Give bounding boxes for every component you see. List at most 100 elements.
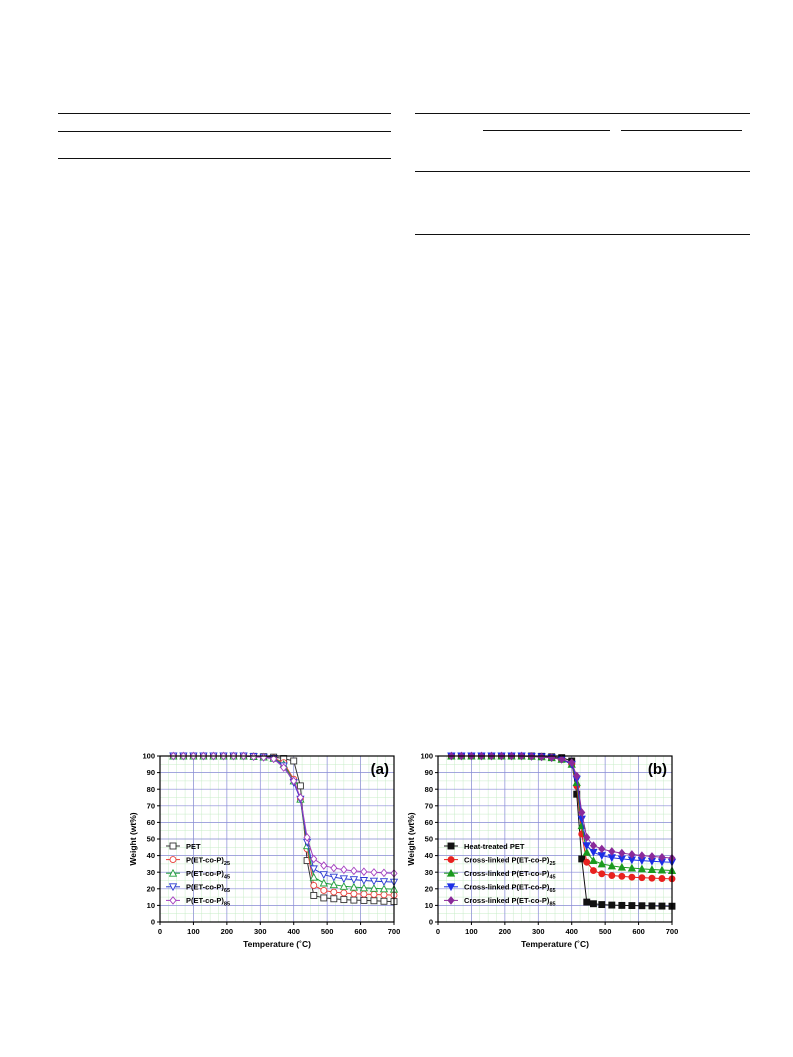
legend-marker (446, 868, 456, 877)
legend-label-subscript: 85 (549, 902, 555, 908)
data-point (350, 866, 358, 876)
x-tick-label: 500 (321, 927, 334, 936)
y-tick-label: 90 (425, 768, 433, 777)
data-point (589, 841, 598, 850)
legend-label: Cross-linked P(ET-co-P)65 (464, 883, 556, 895)
data-point (380, 868, 388, 878)
data-point (370, 868, 378, 877)
legend-label-subscript: 65 (224, 888, 230, 894)
legend-label: PET (186, 842, 201, 851)
data-point (309, 865, 318, 874)
legend-marker (447, 842, 455, 850)
table-right-group-rule-1 (483, 130, 610, 131)
data-point (329, 880, 338, 889)
legend-marker (169, 842, 177, 850)
data-point (280, 763, 288, 772)
legend-label-subscript: 65 (549, 888, 555, 894)
legend-marker (446, 883, 456, 892)
data-point (310, 882, 318, 889)
tga-figure-svg: 0 100 200 300 400 500 600 700010203040506070809… (128, 752, 678, 949)
legend-label: P(ET-co-P)85 (186, 896, 230, 908)
data-point (638, 874, 646, 882)
data-point (320, 894, 328, 902)
x-tick-label: 700 (388, 927, 401, 936)
data-point (628, 850, 636, 859)
data-point (617, 862, 627, 871)
data-point (628, 873, 636, 881)
data-point (379, 878, 389, 887)
data-point (349, 882, 359, 891)
x-tick-label: 200 (499, 927, 512, 936)
data-point (379, 884, 389, 893)
y-tick-label: 60 (425, 818, 433, 827)
y-tick-label: 50 (147, 835, 155, 844)
data-point (296, 782, 304, 790)
y-axis-label: Weight (wt%) (128, 812, 138, 865)
data-point (589, 867, 597, 874)
data-point (608, 847, 616, 856)
y-tick-label: 80 (147, 785, 155, 794)
y-axis-label: Weight (wt%) (406, 812, 416, 865)
data-point (359, 877, 369, 885)
data-point (648, 902, 656, 910)
data-point (647, 865, 657, 873)
data-point (380, 891, 388, 899)
data-point (330, 863, 338, 873)
legend-label: Cross-linked P(ET-co-P)45 (464, 869, 556, 881)
y-tick-label: 100 (420, 752, 433, 761)
y-tick-label: 80 (425, 785, 433, 794)
legend-marker (169, 856, 177, 864)
legend-entry: Cross-linked P(ET-co-P)65 (444, 883, 556, 895)
legend-entry: Cross-linked P(ET-co-P)85 (444, 896, 556, 908)
data-point (582, 847, 591, 856)
data-point (330, 895, 338, 903)
y-tick-label: 40 (425, 851, 433, 860)
x-tick-label: 400 (565, 927, 578, 936)
data-point (627, 863, 637, 872)
y-tick-label: 70 (147, 801, 155, 810)
data-point (638, 902, 646, 910)
legend-label: P(ET-co-P)65 (186, 883, 230, 895)
y-tick-label: 40 (147, 851, 155, 860)
table-left-header-rule (58, 131, 391, 132)
data-point (589, 900, 597, 908)
legend-label: Cross-linked P(ET-co-P)85 (464, 896, 556, 908)
data-point (320, 861, 328, 870)
data-point (657, 865, 667, 874)
legend-label: P(ET-co-P)45 (186, 869, 230, 881)
legend-marker (447, 856, 455, 864)
legend-marker (447, 896, 455, 905)
data-point (558, 755, 566, 764)
table-right-header-rule (415, 171, 750, 172)
data-point (608, 901, 616, 909)
legend-marker (168, 868, 178, 877)
data-point (638, 851, 646, 860)
data-point (360, 896, 368, 904)
data-point (583, 858, 591, 866)
x-axis-label: Temperature (˚C) (243, 939, 311, 949)
chart-panel-b: 0 100 200 300 400 500 600 700 0 10 20 30 40 50 60 70 80 9… (406, 752, 678, 949)
y-tick-label: 60 (147, 818, 155, 827)
x-tick-label: 600 (354, 927, 367, 936)
data-point (648, 852, 656, 861)
legend-label-subscript: 45 (549, 875, 555, 881)
data-point (618, 848, 626, 858)
data-point (290, 757, 298, 765)
legend-entry: P(ET-co-P)45 (166, 868, 230, 881)
data-point (369, 883, 379, 892)
legend-label: P(ET-co-P)25 (186, 855, 230, 867)
y-tick-label: 0 (151, 918, 155, 927)
data-point (319, 871, 328, 880)
y-tick-label: 0 (429, 918, 433, 927)
data-point (608, 872, 616, 879)
legend-label-subscript: 25 (224, 861, 230, 867)
data-point (637, 864, 647, 873)
legend: Heat-treated PET Cross-linked P(ET-co-P)2… (444, 842, 556, 908)
legend-label-subscript: 25 (549, 861, 555, 867)
data-point (628, 902, 636, 910)
y-tick-label: 10 (147, 901, 155, 910)
legend-entry: P(ET-co-P)25 (166, 855, 230, 867)
x-tick-label: 600 (632, 927, 645, 936)
x-tick-label: 100 (465, 927, 478, 936)
y-tick-label: 50 (425, 835, 433, 844)
